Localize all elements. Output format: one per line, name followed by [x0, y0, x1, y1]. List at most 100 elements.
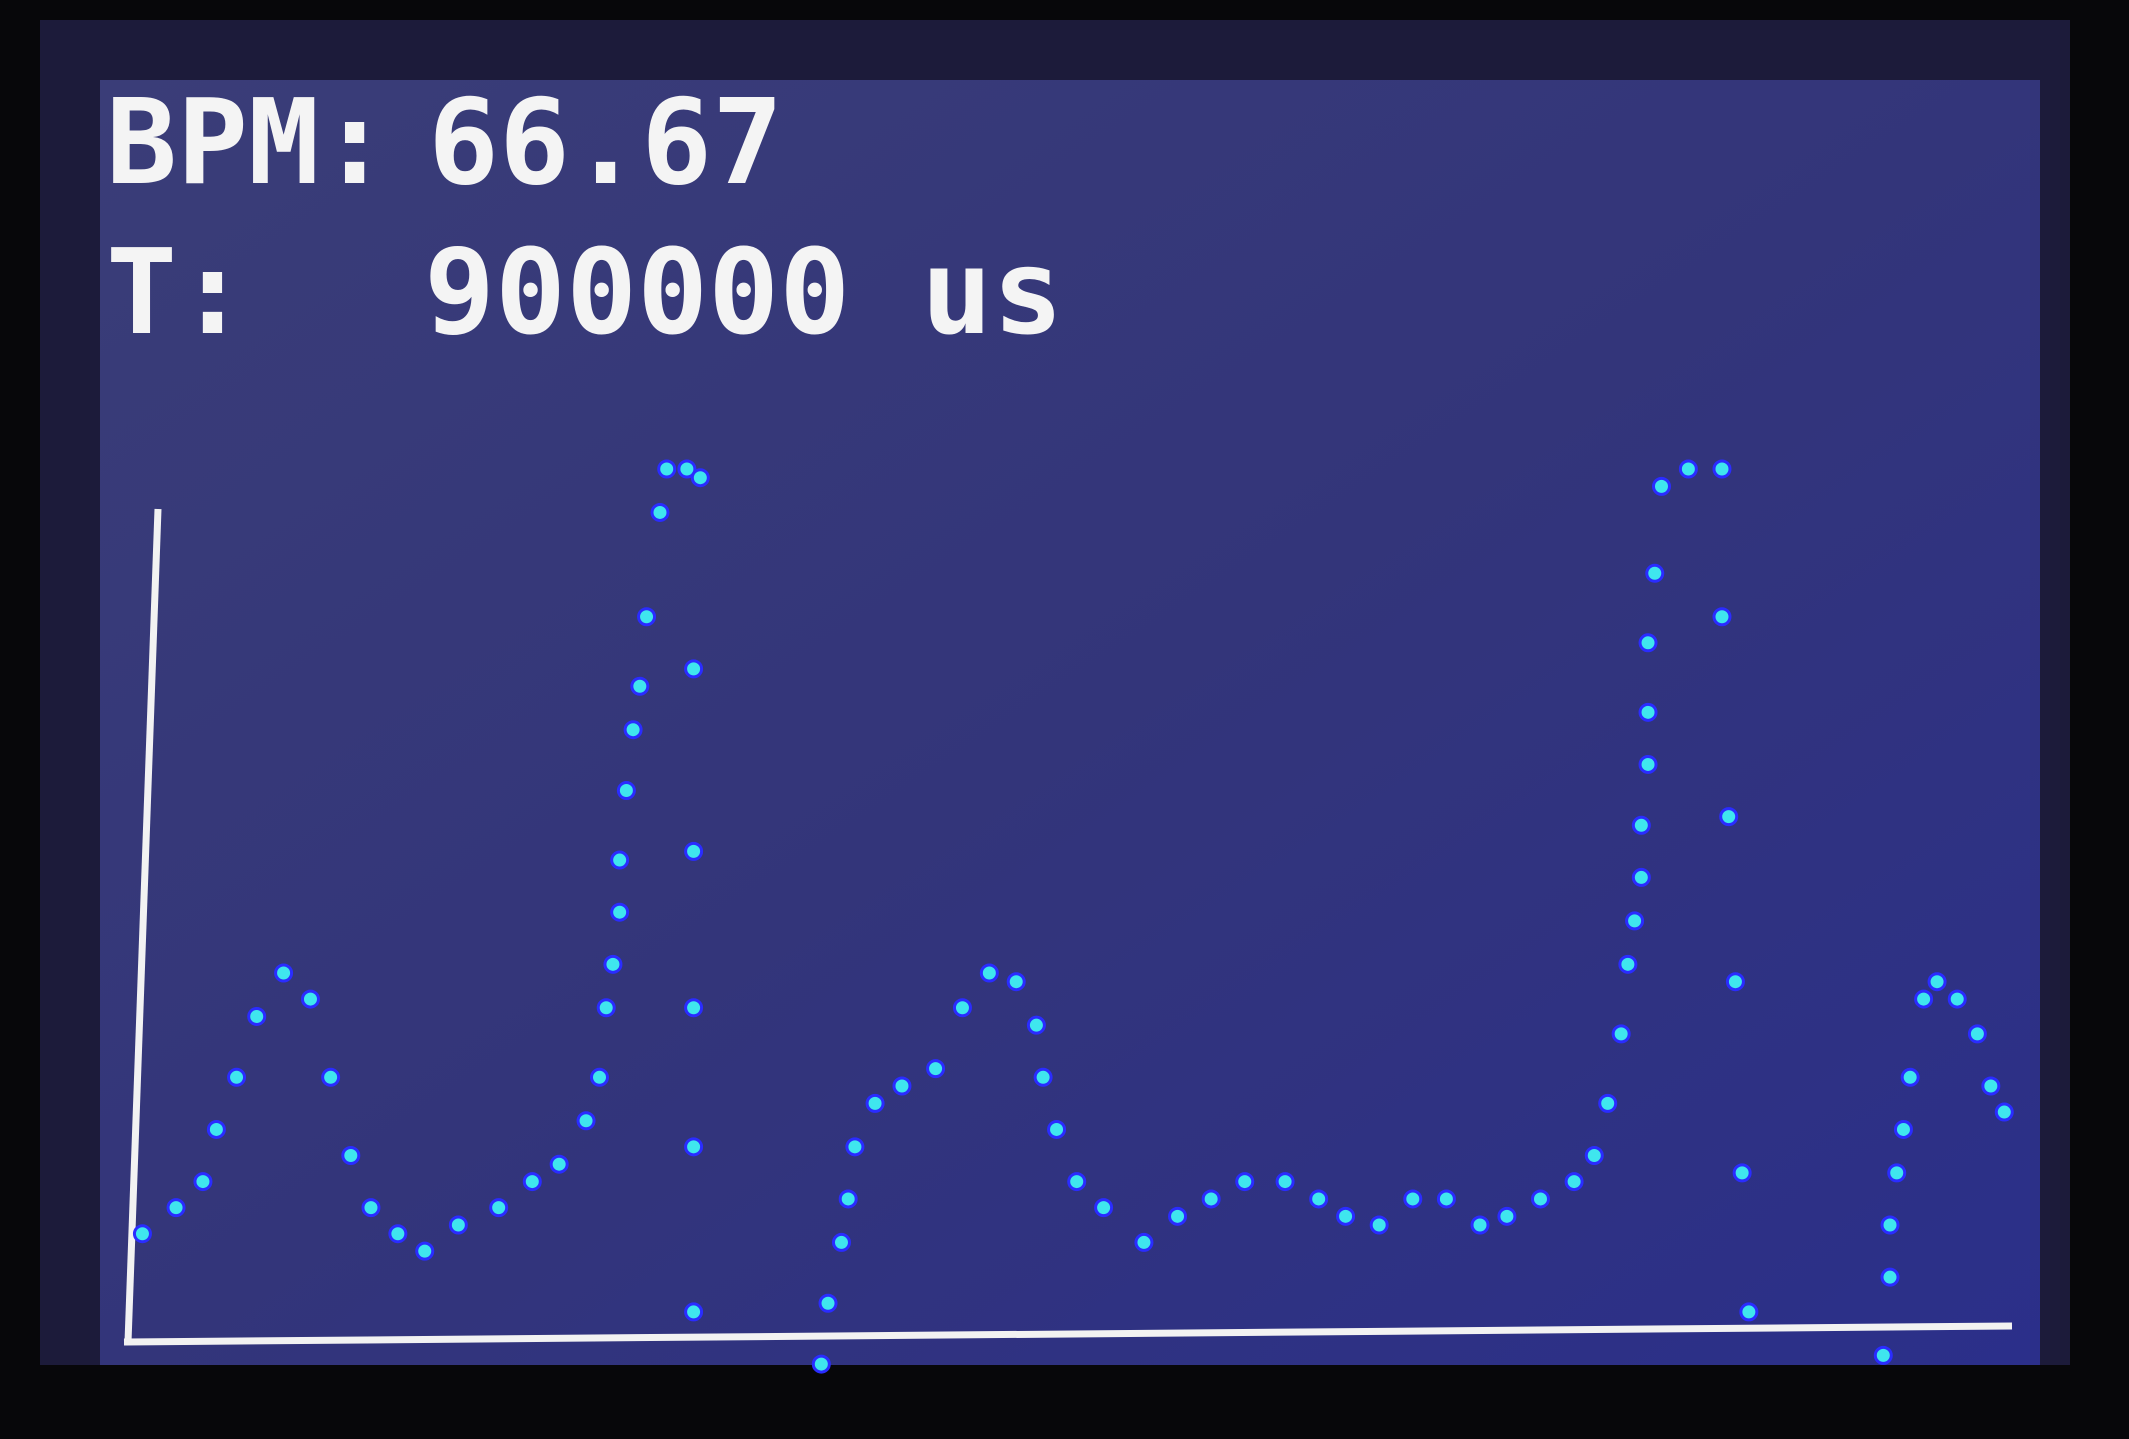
sample-dot	[1893, 1119, 1913, 1139]
sample-dot	[1678, 459, 1698, 479]
sample-dot	[448, 1215, 468, 1235]
sample-dot	[1369, 1215, 1389, 1235]
sample-dot	[193, 1172, 213, 1192]
sample-dot	[1006, 972, 1026, 992]
sample-dot	[1067, 1172, 1087, 1192]
sample-dot	[684, 659, 704, 679]
period-value: 900000 us	[424, 223, 1063, 361]
sample-dot	[1618, 954, 1638, 974]
sample-dot	[1531, 1189, 1550, 1209]
sample-dot	[650, 502, 670, 522]
sample-dot	[684, 998, 704, 1018]
sample-dot	[1873, 1345, 1893, 1365]
sample-dot	[1739, 1302, 1759, 1322]
sample-dot	[845, 1137, 865, 1157]
sample-dot	[1631, 815, 1651, 835]
sample-dot	[603, 954, 623, 974]
sample-dot	[1887, 1163, 1907, 1183]
sample-dot	[247, 1006, 267, 1026]
sample-dot	[1712, 607, 1732, 627]
sample-dot	[610, 902, 630, 922]
sample-dot	[274, 963, 294, 983]
sample-dot	[206, 1119, 226, 1139]
sample-dot	[1625, 911, 1645, 931]
sample-dot	[677, 459, 697, 479]
sample-dot	[1047, 1119, 1067, 1139]
sample-dot	[489, 1198, 509, 1218]
sample-dot	[132, 1224, 152, 1244]
sample-dot	[227, 1067, 247, 1087]
sample-dot	[1967, 1024, 1987, 1044]
sample-dot	[1880, 1215, 1900, 1235]
sample-dot	[1497, 1206, 1517, 1226]
sample-dot	[522, 1172, 542, 1192]
sample-dot	[1900, 1067, 1920, 1087]
x-axis	[123, 1322, 2013, 1346]
sample-dot	[1611, 1024, 1631, 1044]
sample-dot	[1914, 989, 1934, 1009]
sample-dot	[623, 720, 643, 740]
sample-dot	[1631, 867, 1651, 887]
sample-dot	[590, 1067, 609, 1087]
y-axis	[124, 508, 162, 1343]
sample-dot	[1981, 1076, 2001, 1096]
sample-dot	[657, 459, 677, 479]
sample-dot	[549, 1154, 569, 1174]
sample-dot	[341, 1146, 361, 1166]
sample-dot	[1033, 1067, 1053, 1087]
sample-dot	[1927, 972, 1947, 992]
sample-dot	[838, 1189, 858, 1209]
sample-dot	[630, 676, 650, 696]
plot	[132, 459, 2014, 1374]
bpm-value: 66.67	[428, 73, 783, 211]
bpm-label: BPM:	[106, 73, 390, 211]
sample-dot	[300, 989, 320, 1009]
sample-dot	[1026, 1015, 1046, 1035]
sample-dot	[1436, 1189, 1456, 1209]
sample-dot	[1470, 1215, 1490, 1235]
sample-dot	[684, 841, 704, 861]
sample-dot	[321, 1067, 341, 1087]
sample-dot	[979, 963, 999, 983]
sample-dot	[690, 468, 710, 488]
sample-dot	[865, 1093, 885, 1113]
sample-dot	[1235, 1172, 1255, 1192]
sample-dot	[596, 998, 616, 1018]
sample-dot	[361, 1198, 381, 1218]
sample-dot	[684, 1137, 704, 1157]
sample-dot	[1638, 702, 1658, 722]
sample-dot	[576, 1111, 596, 1131]
sample-dot	[1725, 972, 1745, 992]
sample-dot	[1880, 1267, 1900, 1287]
sample-dot	[1645, 563, 1665, 583]
sample-dot	[1719, 807, 1739, 827]
sample-dot	[637, 607, 657, 627]
sample-dot	[1638, 754, 1658, 774]
sample-dot	[166, 1198, 186, 1218]
sample-dot	[1201, 1189, 1221, 1209]
sample-dot	[811, 1354, 831, 1374]
sample-dot	[1275, 1172, 1295, 1192]
sample-dot	[610, 850, 630, 870]
sample-dot	[952, 998, 972, 1018]
sample-dot	[1168, 1206, 1188, 1226]
sample-dot	[1403, 1189, 1423, 1209]
sample-dot	[388, 1224, 408, 1244]
sample-dot	[1336, 1206, 1356, 1226]
sample-dot	[1732, 1163, 1752, 1183]
sample-dot	[926, 1059, 946, 1079]
sample-dot	[831, 1232, 851, 1252]
sample-dot	[1712, 459, 1732, 479]
sample-dot	[1134, 1232, 1154, 1252]
sample-dot	[1564, 1172, 1584, 1192]
sample-dot	[1598, 1093, 1618, 1113]
sample-dot	[616, 781, 636, 801]
sample-dot	[1651, 476, 1671, 496]
sample-dot	[1994, 1102, 2014, 1122]
sample-dot	[415, 1241, 435, 1261]
screen	[100, 80, 2040, 1365]
sample-dot	[1584, 1146, 1604, 1166]
sample-dot	[818, 1293, 838, 1313]
